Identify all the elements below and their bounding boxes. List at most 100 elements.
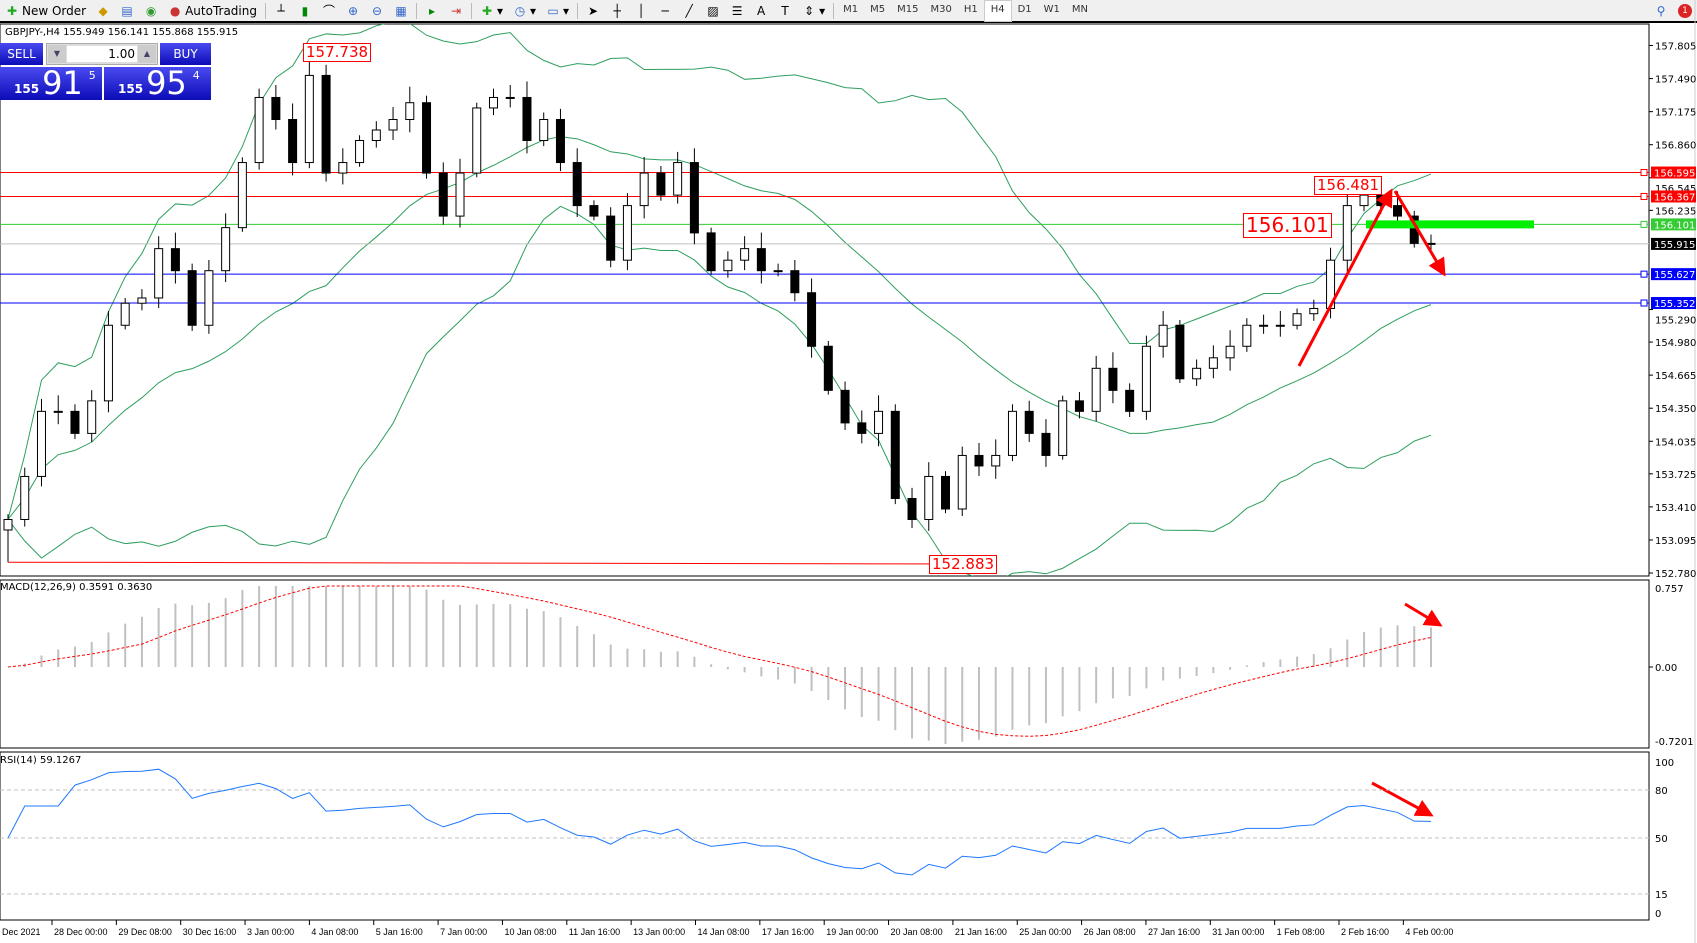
candle-body: [1058, 400, 1068, 456]
indicators-icon: ✚: [481, 3, 493, 18]
level-badge-label: 155.915: [1654, 240, 1695, 251]
candle-body: [1342, 205, 1352, 261]
candle: [388, 107, 398, 140]
buy-price[interactable]: 155 95 4: [104, 67, 211, 100]
vertical-line-button[interactable]: │: [629, 1, 653, 21]
timeframe-d1[interactable]: D1: [1017, 3, 1032, 15]
rsi-line: [7, 768, 1432, 876]
sell-button[interactable]: SELL: [0, 43, 43, 65]
candle: [706, 227, 716, 275]
candle-body: [941, 475, 951, 510]
vertical-line-icon: │: [637, 3, 645, 18]
candle-body: [572, 162, 582, 207]
rsi-frame: [0, 751, 1650, 921]
candle: [589, 200, 599, 221]
buy-button[interactable]: BUY: [160, 43, 211, 65]
search-icon: ⚲: [1656, 3, 1666, 18]
candle: [840, 381, 850, 430]
candle-body: [756, 248, 766, 272]
new-order-button[interactable]: ✚ New Order: [6, 3, 87, 18]
candle: [1275, 311, 1285, 337]
macd-signal-line: [7, 585, 1432, 737]
lot-input[interactable]: [67, 46, 137, 62]
fibonacci-icon: ☰: [731, 3, 743, 18]
time-tick-label: 28 Dec 00:00: [54, 927, 108, 937]
candle-body: [120, 302, 130, 326]
crosshair-button[interactable]: ┼: [605, 1, 629, 21]
candle: [639, 157, 649, 219]
cursor-button[interactable]: ➤: [581, 1, 605, 21]
candle-body: [170, 248, 180, 272]
macd-tick-label: 0.757: [1655, 584, 1684, 595]
tile-windows-button[interactable]: ▦: [389, 1, 413, 21]
periods-button[interactable]: ◷ ▾: [514, 3, 537, 18]
text-label-button[interactable]: T: [773, 1, 797, 21]
candle: [455, 158, 465, 228]
candle-body: [1393, 205, 1403, 217]
candle: [1125, 383, 1135, 417]
candle: [572, 148, 582, 217]
candle: [1292, 308, 1302, 330]
rsi-tick-label: 100: [1655, 758, 1674, 769]
candle: [154, 236, 164, 308]
timeframe-m30[interactable]: M30: [930, 3, 952, 15]
candle-body: [505, 96, 515, 99]
candle-body: [1242, 324, 1252, 347]
zoom-in-button[interactable]: ⊕: [341, 1, 365, 21]
rsi-tick-label: 15: [1655, 890, 1668, 901]
timeframe-w1[interactable]: W1: [1043, 3, 1060, 15]
timeframe-h1[interactable]: H1: [963, 3, 978, 15]
bar-chart-button[interactable]: ┴: [269, 1, 293, 21]
candle: [622, 193, 632, 271]
candle-body: [455, 172, 465, 217]
text-button[interactable]: A: [749, 1, 773, 21]
horizontal-line-button[interactable]: ─: [653, 1, 677, 21]
terminal-button[interactable]: ▤: [115, 1, 139, 21]
candle: [170, 232, 180, 284]
arrows-button[interactable]: ⇕ ▾: [804, 3, 826, 18]
candle-body: [20, 475, 30, 520]
candle-body: [1275, 324, 1285, 327]
trendline-button[interactable]: ╱: [677, 1, 701, 21]
price-tick-label: 157.175: [1655, 108, 1696, 119]
indicators-button[interactable]: ✚ ▾: [481, 3, 504, 18]
candle-body: [656, 172, 666, 196]
search-button[interactable]: ⚲: [1649, 1, 1673, 21]
candle-body: [472, 107, 482, 174]
timeframe-h4[interactable]: H4: [983, 0, 1012, 22]
candle: [288, 103, 298, 176]
lot-decrease-button[interactable]: ▼: [48, 45, 66, 63]
templates-button[interactable]: ▭ ▾: [547, 3, 570, 18]
chart-shift-button[interactable]: ⇥: [444, 1, 468, 21]
candle-body: [1192, 367, 1202, 380]
timeframe-m15[interactable]: M15: [897, 3, 919, 15]
sell-price[interactable]: 155 91 5: [0, 67, 102, 100]
main-frame: [0, 23, 1650, 577]
candle-chart-button[interactable]: ▮: [293, 1, 317, 21]
candle: [1141, 335, 1151, 420]
candle: [271, 85, 281, 130]
crosshair-icon: ┼: [613, 3, 621, 18]
metaeditor-button[interactable]: ◆: [91, 1, 115, 21]
candle-body: [689, 162, 699, 234]
timeframe-m1[interactable]: M1: [843, 3, 859, 15]
candle-body: [154, 248, 164, 299]
time-tick-label: 19 Jan 00:00: [826, 927, 878, 937]
text-label-icon: T: [781, 3, 789, 18]
fibonacci-button[interactable]: ☰: [725, 1, 749, 21]
line-chart-button[interactable]: ⌒: [317, 1, 341, 21]
signals-button[interactable]: ◉: [139, 1, 163, 21]
level-badge-label: 155.352: [1654, 299, 1695, 310]
lot-increase-button[interactable]: ▲: [138, 45, 156, 63]
autoscroll-button[interactable]: ▸: [420, 1, 444, 21]
level-handle: [1640, 220, 1648, 228]
candlestick-icon: ▮: [301, 3, 309, 18]
zoom-out-button[interactable]: ⊖: [365, 1, 389, 21]
autotrading-button[interactable]: ● AutoTrading: [169, 3, 257, 18]
notification-icon: 1: [1678, 3, 1692, 18]
channel-button[interactable]: ▨: [701, 1, 725, 21]
timeframe-mn[interactable]: MN: [1071, 3, 1089, 15]
timeframe-m5[interactable]: M5: [870, 3, 886, 15]
alerts-button[interactable]: 1: [1673, 1, 1697, 21]
